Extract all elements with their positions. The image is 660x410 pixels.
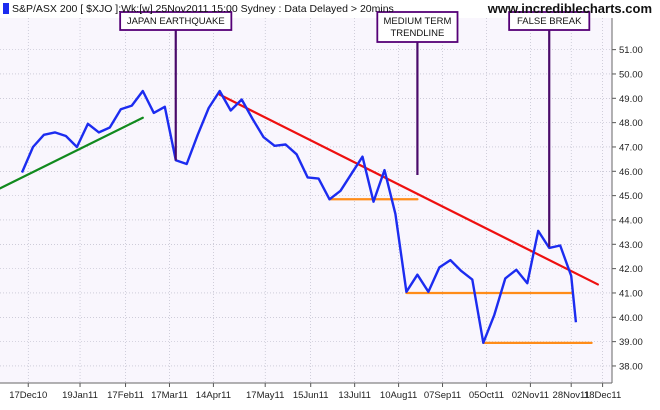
x-tick-label: 13Jul11: [338, 390, 371, 401]
x-tick-label: 05Oct11: [469, 390, 504, 401]
x-tick-label: 19Jan11: [62, 390, 98, 401]
price-line: [20, 89, 578, 344]
y-tick-label: 46.00: [619, 167, 643, 178]
y-axis: 38.00 39.00 40.00 41.00 42.00 43.00 44.00 45.00…: [611, 18, 643, 383]
x-tick-label: 17Mar11: [151, 390, 188, 401]
callout-box: [376, 11, 459, 43]
plot-area: [0, 18, 612, 383]
y-tick-label: 41.00: [619, 288, 643, 299]
x-tick-label: 17Feb11: [107, 390, 144, 401]
callout-label: JAPAN EARTHQUAKE: [127, 16, 225, 27]
y-tick-label: 42.00: [619, 264, 643, 275]
x-tick-label: 14Apr11: [196, 390, 231, 401]
x-tick-label: 28Nov11: [553, 390, 590, 401]
y-tick-label: 40.00: [619, 313, 643, 324]
callout-label: MEDIUM TERM: [383, 16, 451, 27]
y-tick-label: 50.00: [619, 69, 643, 80]
price-series: [20, 89, 578, 344]
series-swatch-icon: [3, 3, 9, 14]
y-tick-label: 47.00: [619, 142, 643, 153]
y-tick-label: 49.00: [619, 94, 643, 105]
chart-title: S&P/ASX 200 [ $XJO ]:Wk:[w] 25Nov2011 15…: [12, 3, 394, 15]
x-axis: 17Dec10 19Jan11 17Feb11 17Mar11 14Apr11 17May…: [0, 382, 621, 401]
callout-box: [508, 11, 591, 31]
callout-box: [119, 11, 233, 31]
callout-label: TRENDLINE: [390, 28, 444, 39]
callout-label: FALSE BREAK: [517, 16, 582, 27]
uptrend-line: [0, 116, 144, 190]
y-tick-label: 45.00: [619, 191, 643, 202]
x-tick-label: 07Sep11: [424, 390, 461, 401]
grid: [0, 18, 612, 383]
y-tick-label: 43.00: [619, 240, 643, 251]
y-tick-label: 48.00: [619, 118, 643, 129]
y-tick-label: 39.00: [619, 337, 643, 348]
x-tick-label: 17Dec10: [9, 390, 47, 401]
x-tick-label: 17May11: [246, 390, 284, 401]
x-tick-label: 02Nov11: [512, 390, 549, 401]
y-tick-label: 51.00: [619, 45, 643, 56]
y-tick-label: 38.00: [619, 361, 643, 372]
x-tick-label: 10Aug11: [380, 390, 417, 401]
watermark: www.incrediblecharts.com: [487, 1, 652, 16]
x-tick-label: 18Dec11: [584, 390, 621, 401]
y-tick-label: 44.00: [619, 215, 643, 226]
x-tick-label: 15Jun11: [293, 390, 329, 401]
